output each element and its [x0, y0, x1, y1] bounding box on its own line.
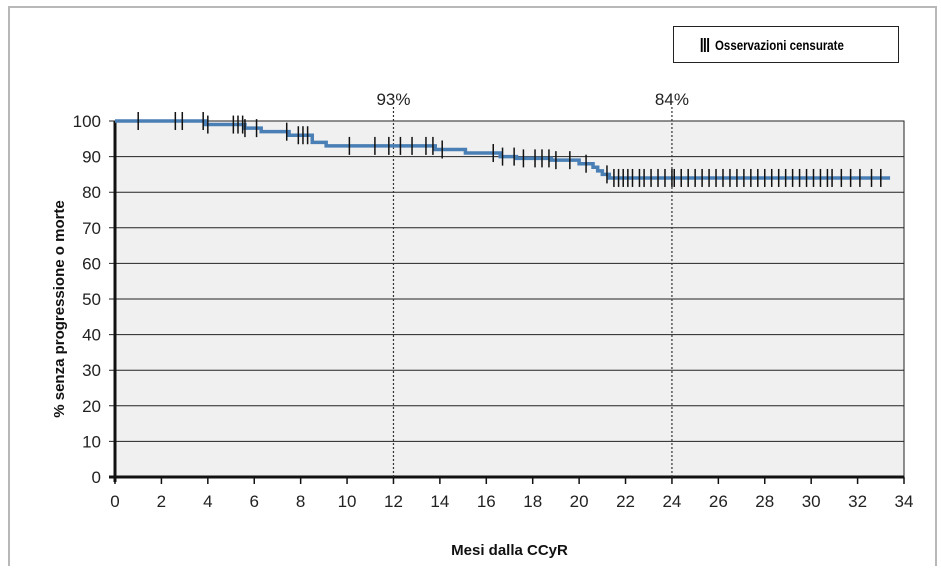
x-tick-label: 12	[384, 492, 403, 511]
legend-censored-marker: |||	[699, 36, 711, 53]
annotation-label: 84%	[655, 90, 689, 109]
legend: ||| Osservazioni censurate	[673, 26, 899, 63]
annotation-label: 93%	[376, 90, 410, 109]
y-axis-label: % senza progressione o morte	[51, 200, 68, 418]
y-tick-label: 100	[73, 112, 101, 131]
x-tick-label: 18	[523, 492, 542, 511]
x-tick-label: 26	[709, 492, 728, 511]
y-tick-label: 60	[82, 254, 101, 273]
x-tick-label: 2	[157, 492, 166, 511]
x-tick-label: 30	[802, 492, 821, 511]
y-tick-label: 80	[82, 183, 101, 202]
x-tick-label: 10	[338, 492, 357, 511]
x-tick-label: 6	[250, 492, 259, 511]
x-tick-label: 20	[570, 492, 589, 511]
x-tick-label: 32	[848, 492, 867, 511]
y-tick-label: 50	[82, 290, 101, 309]
x-tick-label: 28	[755, 492, 774, 511]
y-tick-label: 70	[82, 219, 101, 238]
survival-curve	[115, 119, 891, 180]
y-tick-label: 20	[82, 397, 101, 416]
x-tick-label: 24	[662, 492, 681, 511]
x-tick-label: 16	[477, 492, 496, 511]
x-tick-label: 4	[203, 492, 212, 511]
x-tick-label: 8	[296, 492, 305, 511]
chart-frame	[8, 6, 937, 566]
y-tick-label: 40	[82, 326, 101, 345]
y-tick-label: 0	[92, 468, 101, 487]
y-tick-label: 90	[82, 148, 101, 167]
y-tick-label: 30	[82, 361, 101, 380]
x-tick-label: 34	[895, 492, 914, 511]
x-tick-label: 22	[616, 492, 635, 511]
y-tick-label: 10	[82, 432, 101, 451]
x-tick-label: 14	[430, 492, 449, 511]
legend-label: Osservazioni censurate	[715, 36, 845, 53]
x-tick-label: 0	[110, 492, 119, 511]
x-axis-label: Mesi dalla CCyR	[451, 542, 568, 559]
